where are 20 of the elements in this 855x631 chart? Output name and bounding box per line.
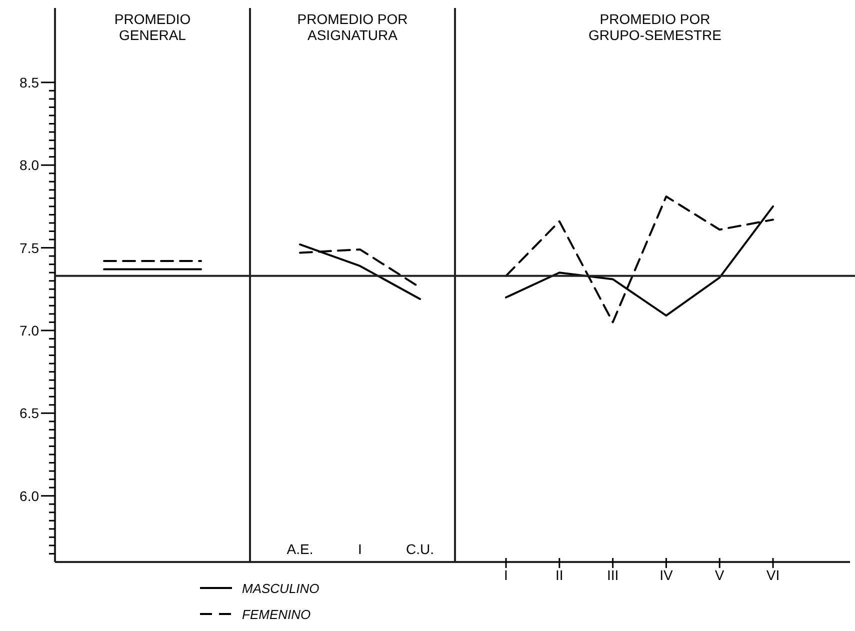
legend-label: FEMENINO bbox=[242, 607, 311, 622]
x-tick-label: IV bbox=[660, 567, 674, 583]
y-tick-label: 8.0 bbox=[20, 157, 40, 174]
y-tick-label: 6.0 bbox=[20, 488, 40, 504]
x-tick-label: I bbox=[504, 567, 508, 583]
y-tick-label: 7.5 bbox=[20, 240, 40, 256]
y-tick-label: 6.5 bbox=[20, 405, 40, 422]
y-tick-label: 8.5 bbox=[20, 74, 40, 90]
text: PROMEDIO GENERAL bbox=[114, 11, 191, 43]
x-tick-label: C.U. bbox=[406, 541, 434, 557]
text: PROMEDIO POR ASIGNATURA bbox=[297, 11, 408, 43]
x-tick-label: III bbox=[606, 567, 619, 583]
x-tick-label: I bbox=[358, 541, 362, 557]
x-tick-label: II bbox=[556, 567, 564, 583]
y-tick-label: 7.0 bbox=[20, 322, 40, 338]
x-tick-label: VI bbox=[766, 567, 780, 583]
x-tick-label: A.E. bbox=[286, 541, 314, 557]
legend-label: MASCULINO bbox=[242, 581, 320, 596]
text: PROMEDIO POR GRUPO-SEMESTRE bbox=[588, 11, 722, 43]
x-tick-label: V bbox=[714, 567, 725, 583]
